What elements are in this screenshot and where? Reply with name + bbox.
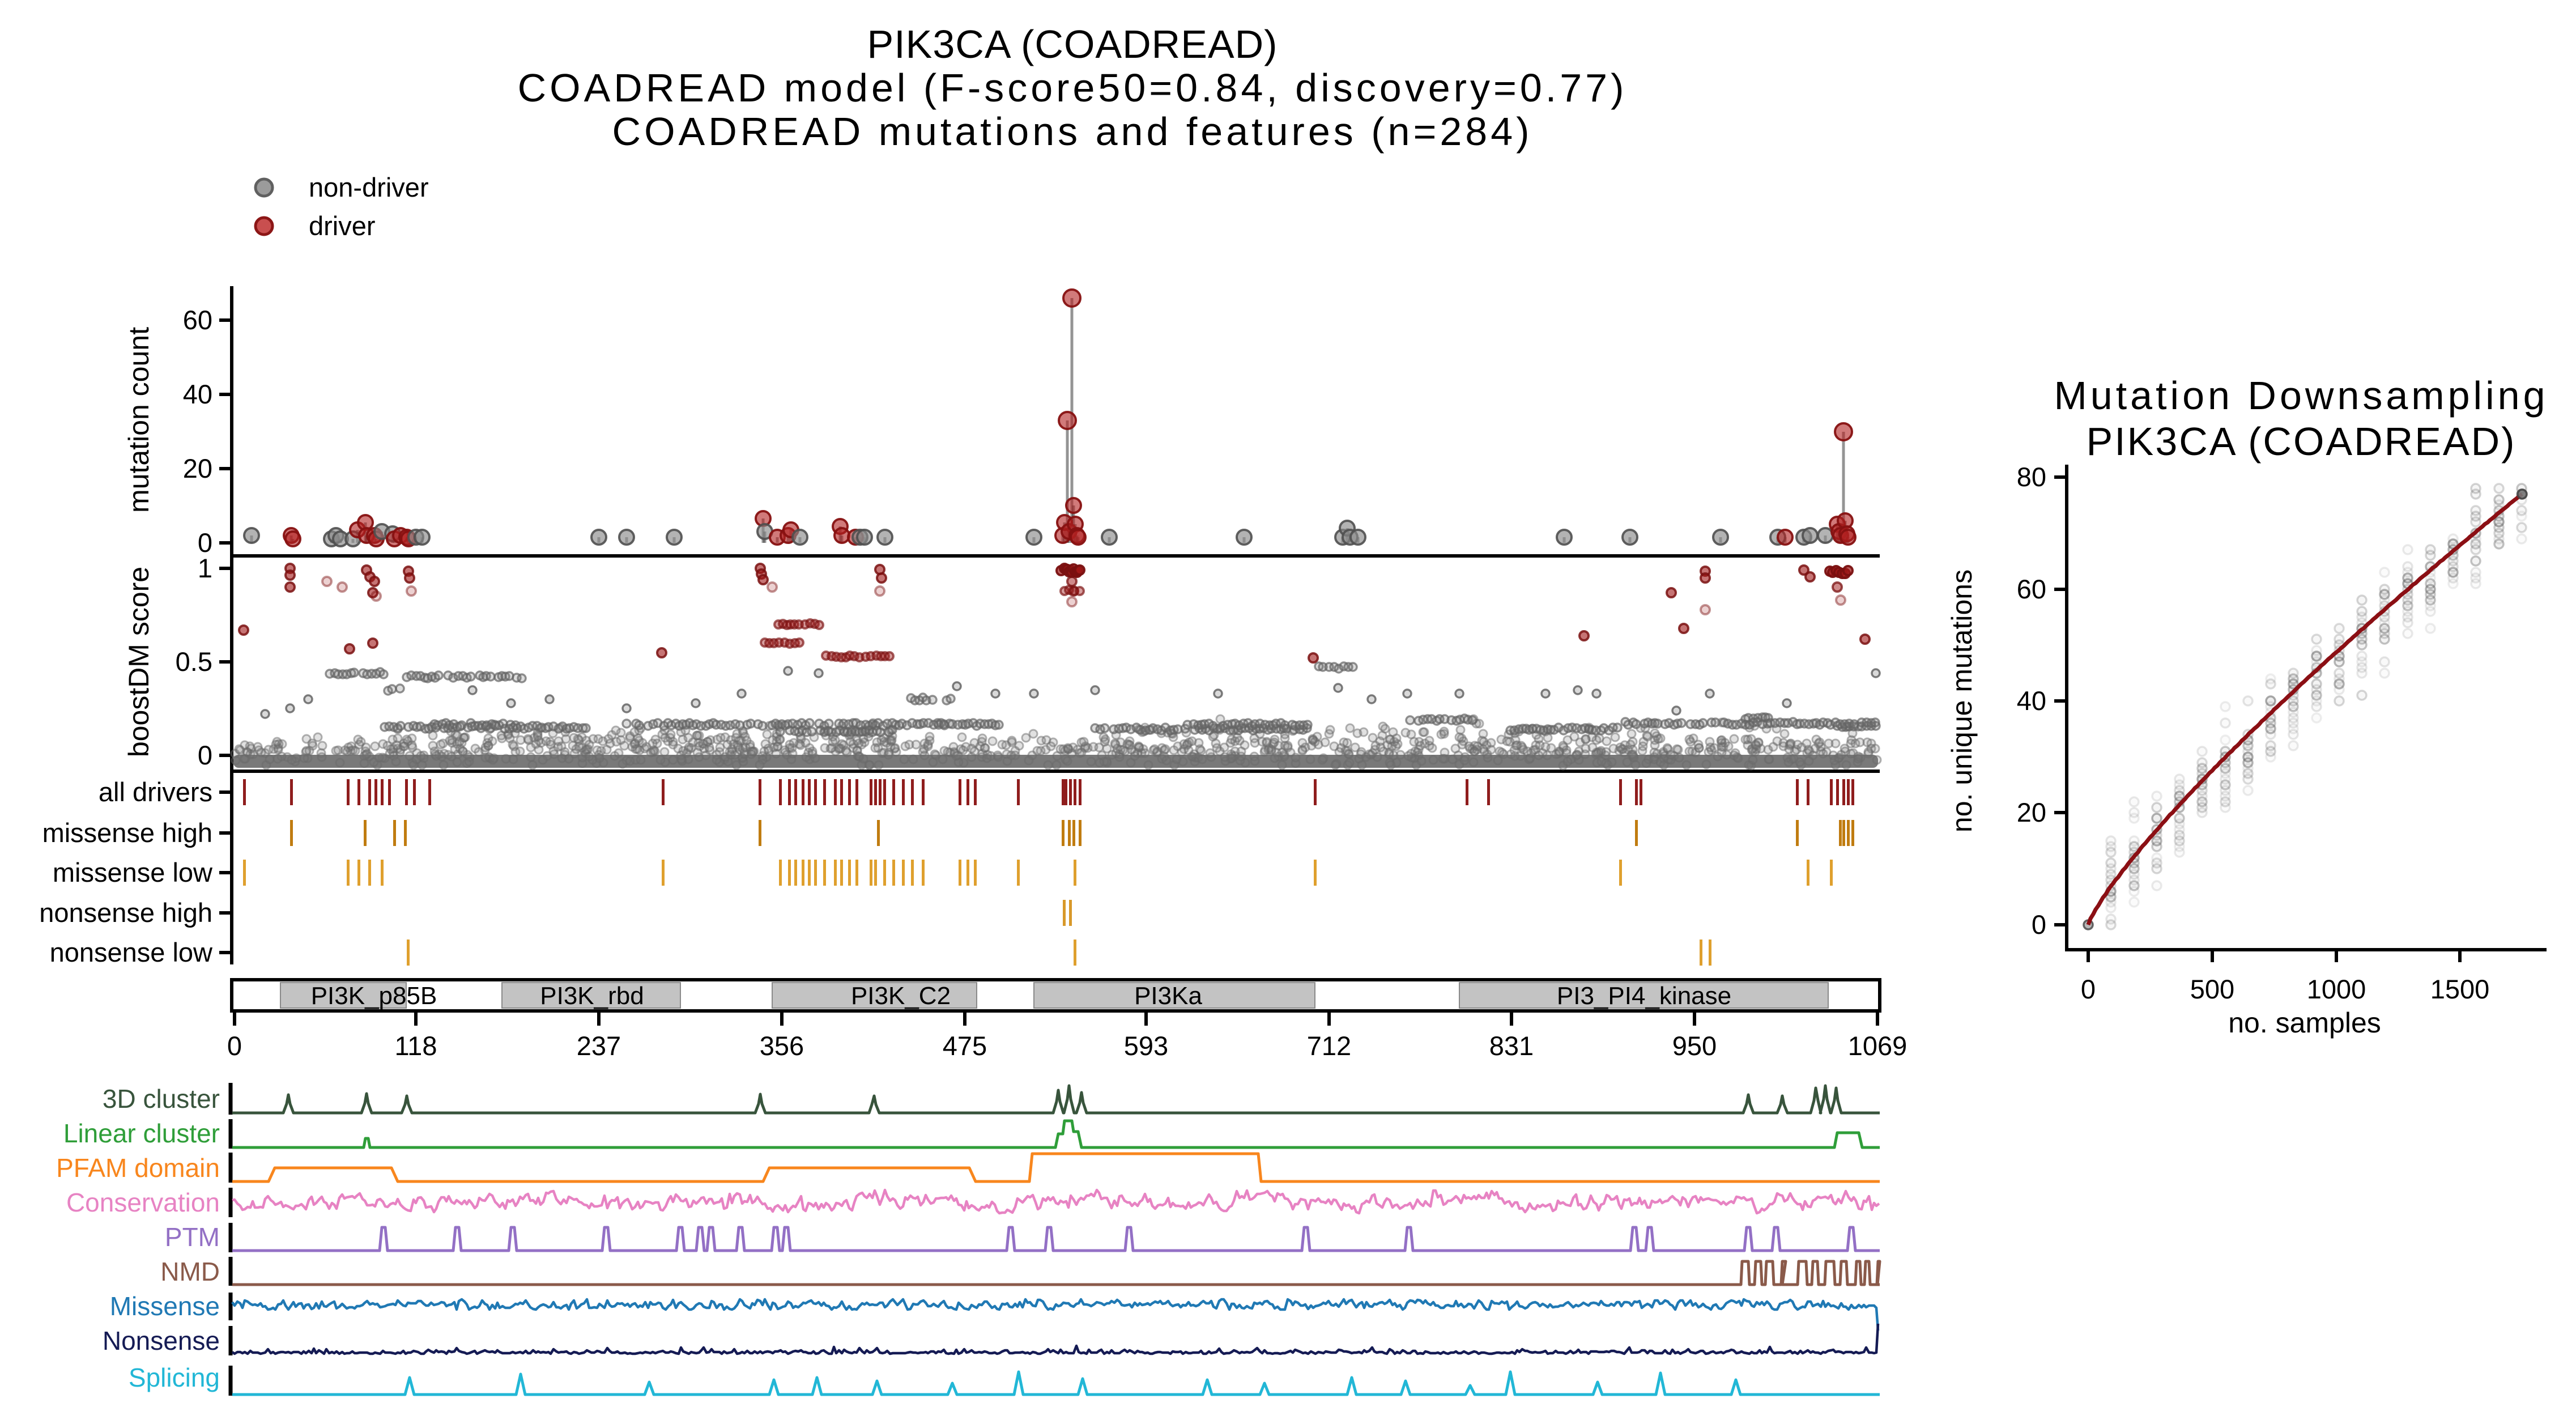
svg-text:0: 0 <box>2081 974 2096 1004</box>
svg-text:Conservation: Conservation <box>66 1188 220 1217</box>
svg-text:0.5: 0.5 <box>176 647 212 677</box>
svg-text:PI3_PI4_kinase: PI3_PI4_kinase <box>1557 982 1731 1010</box>
svg-text:no. unique mutations: no. unique mutations <box>1946 569 1978 832</box>
svg-text:NMD: NMD <box>160 1257 220 1286</box>
svg-text:Mutation Downsampling: Mutation Downsampling <box>2054 373 2548 418</box>
svg-text:831: 831 <box>1489 1031 1534 1061</box>
svg-text:boostDM score: boostDM score <box>123 567 155 757</box>
svg-text:PI3K_p85B: PI3K_p85B <box>311 982 437 1010</box>
svg-text:3D cluster: 3D cluster <box>103 1084 220 1113</box>
svg-text:20: 20 <box>2017 797 2046 827</box>
svg-text:475: 475 <box>943 1031 987 1061</box>
svg-text:Missense: Missense <box>110 1291 220 1321</box>
svg-text:1069: 1069 <box>1848 1031 1907 1061</box>
svg-text:118: 118 <box>395 1031 437 1061</box>
svg-text:0: 0 <box>198 528 212 558</box>
svg-text:COADREAD mutations and feature: COADREAD mutations and features (n=284) <box>612 109 1533 154</box>
svg-text:237: 237 <box>577 1031 621 1061</box>
svg-text:PTM: PTM <box>165 1222 220 1252</box>
svg-text:40: 40 <box>2017 686 2046 716</box>
svg-text:1500: 1500 <box>2430 974 2490 1004</box>
svg-text:1000: 1000 <box>2307 974 2366 1004</box>
svg-text:60: 60 <box>2017 574 2046 604</box>
svg-text:PI3Ka: PI3Ka <box>1134 982 1202 1010</box>
svg-text:80: 80 <box>2017 462 2046 492</box>
svg-text:0: 0 <box>198 740 212 770</box>
svg-text:40: 40 <box>183 379 212 409</box>
svg-text:950: 950 <box>1672 1031 1717 1061</box>
svg-text:20: 20 <box>183 453 212 483</box>
svg-text:356: 356 <box>760 1031 804 1061</box>
svg-text:Nonsense: Nonsense <box>103 1326 220 1355</box>
svg-text:PI3K_rbd: PI3K_rbd <box>540 982 644 1010</box>
svg-text:0: 0 <box>227 1031 242 1061</box>
svg-text:60: 60 <box>183 305 212 335</box>
svg-text:1: 1 <box>198 553 212 583</box>
svg-text:all drivers: all drivers <box>99 777 212 807</box>
svg-text:PIK3CA (COADREAD): PIK3CA (COADREAD) <box>867 22 1278 66</box>
svg-text:712: 712 <box>1307 1031 1351 1061</box>
svg-text:non-driver: non-driver <box>309 172 429 202</box>
svg-text:missense low: missense low <box>53 857 213 887</box>
svg-text:0: 0 <box>2032 909 2046 940</box>
svg-text:500: 500 <box>2190 974 2234 1004</box>
svg-text:nonsense high: nonsense high <box>39 898 212 928</box>
svg-text:COADREAD model (F-score50=0.84: COADREAD model (F-score50=0.84, discover… <box>518 66 1628 110</box>
svg-text:Linear cluster: Linear cluster <box>63 1119 220 1148</box>
svg-text:driver: driver <box>309 211 376 241</box>
svg-text:nonsense low: nonsense low <box>50 937 213 967</box>
svg-text:missense high: missense high <box>42 818 212 848</box>
svg-text:no. samples: no. samples <box>2228 1007 2381 1039</box>
svg-text:mutation count: mutation count <box>123 327 155 513</box>
svg-text:PIK3CA (COADREAD): PIK3CA (COADREAD) <box>2087 419 2517 464</box>
svg-text:593: 593 <box>1124 1031 1168 1061</box>
svg-text:PI3K_C2: PI3K_C2 <box>851 982 951 1010</box>
svg-text:PFAM domain: PFAM domain <box>56 1153 220 1183</box>
svg-text:Splicing: Splicing <box>129 1363 220 1392</box>
